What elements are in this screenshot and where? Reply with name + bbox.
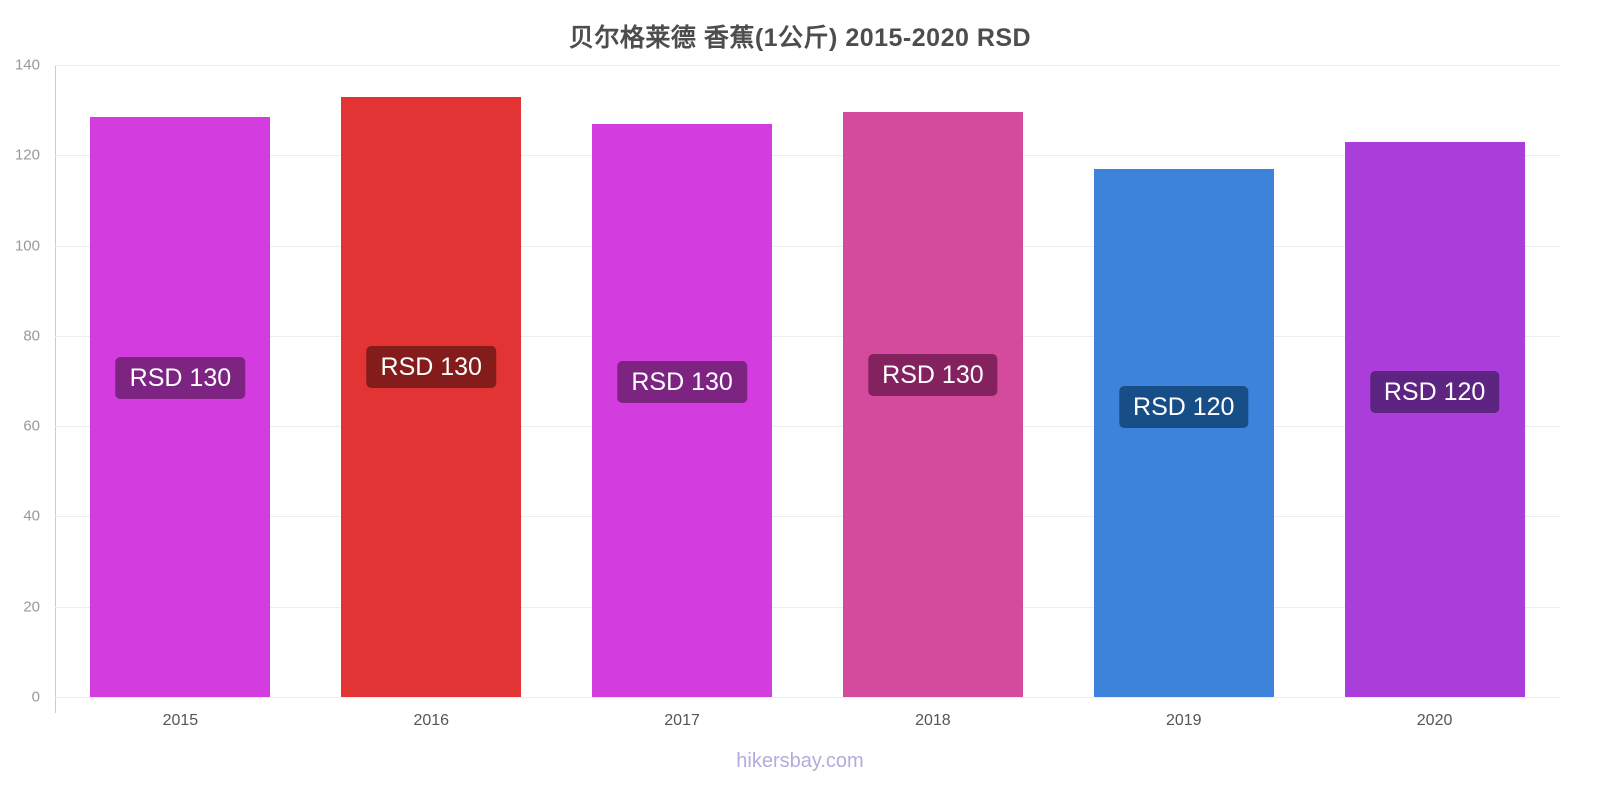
gridline bbox=[55, 697, 1560, 698]
bar-value-label: RSD 130 bbox=[868, 354, 998, 397]
bar-value-label: RSD 130 bbox=[366, 345, 496, 388]
plot-area: RSD 130 RSD 130 RSD 130 RSD 130 RSD 120 RSD 1… bbox=[55, 65, 1560, 698]
y-axis-tick-label: 20 bbox=[23, 598, 40, 616]
x-axis-tick-label: 2015 bbox=[162, 712, 199, 729]
gridline bbox=[55, 155, 1560, 157]
y-axis-tick-label: 80 bbox=[23, 327, 40, 345]
x-axis-tick-label: 2019 bbox=[1165, 712, 1202, 729]
y-axis-tick-label: 40 bbox=[23, 507, 40, 525]
bar-value-label: RSD 120 bbox=[1369, 370, 1500, 413]
y-axis-tick-label: 100 bbox=[14, 237, 40, 255]
gridline bbox=[55, 245, 1560, 247]
bar-value-label: RSD 130 bbox=[115, 356, 246, 399]
x-axis: 2015 2016 2017 2018 2019 2020 bbox=[55, 712, 1560, 736]
y-axis-tick-label: 120 bbox=[14, 146, 40, 164]
y-axis-tick-label: 60 bbox=[23, 417, 40, 435]
watermark-text: hikersbay.com bbox=[736, 750, 864, 772]
y-axis-tick-label: 140 bbox=[14, 56, 40, 74]
x-axis-tick-label: 2017 bbox=[664, 712, 700, 729]
gridline bbox=[55, 335, 1560, 337]
x-axis-tick-label: 2020 bbox=[1416, 712, 1453, 729]
bar-value-label: RSD 130 bbox=[617, 360, 747, 403]
gridline bbox=[55, 426, 1560, 428]
bar-2015[interactable]: RSD 130 bbox=[90, 116, 271, 697]
gridline bbox=[55, 65, 1560, 66]
gridline bbox=[55, 606, 1560, 608]
x-axis-tick-label: 2018 bbox=[915, 712, 951, 729]
bar-2018[interactable]: RSD 130 bbox=[842, 112, 1023, 697]
bar-2016[interactable]: RSD 130 bbox=[341, 96, 522, 697]
y-axis-line bbox=[55, 65, 56, 713]
bar-2019[interactable]: RSD 120 bbox=[1093, 168, 1274, 697]
x-axis-tick-label: 2016 bbox=[413, 712, 450, 729]
bar-2017[interactable]: RSD 130 bbox=[592, 123, 773, 697]
y-axis: 0 20 40 60 80 100 120 140 bbox=[0, 57, 46, 706]
y-axis-tick-label: 0 bbox=[31, 688, 40, 706]
gridline bbox=[55, 516, 1560, 518]
bar-value-label: RSD 120 bbox=[1119, 385, 1249, 428]
chart-title: 贝尔格莱德 香蕉(1公斤) 2015-2020 RSD bbox=[568, 24, 1032, 52]
bar-2020[interactable]: RSD 120 bbox=[1344, 141, 1525, 697]
